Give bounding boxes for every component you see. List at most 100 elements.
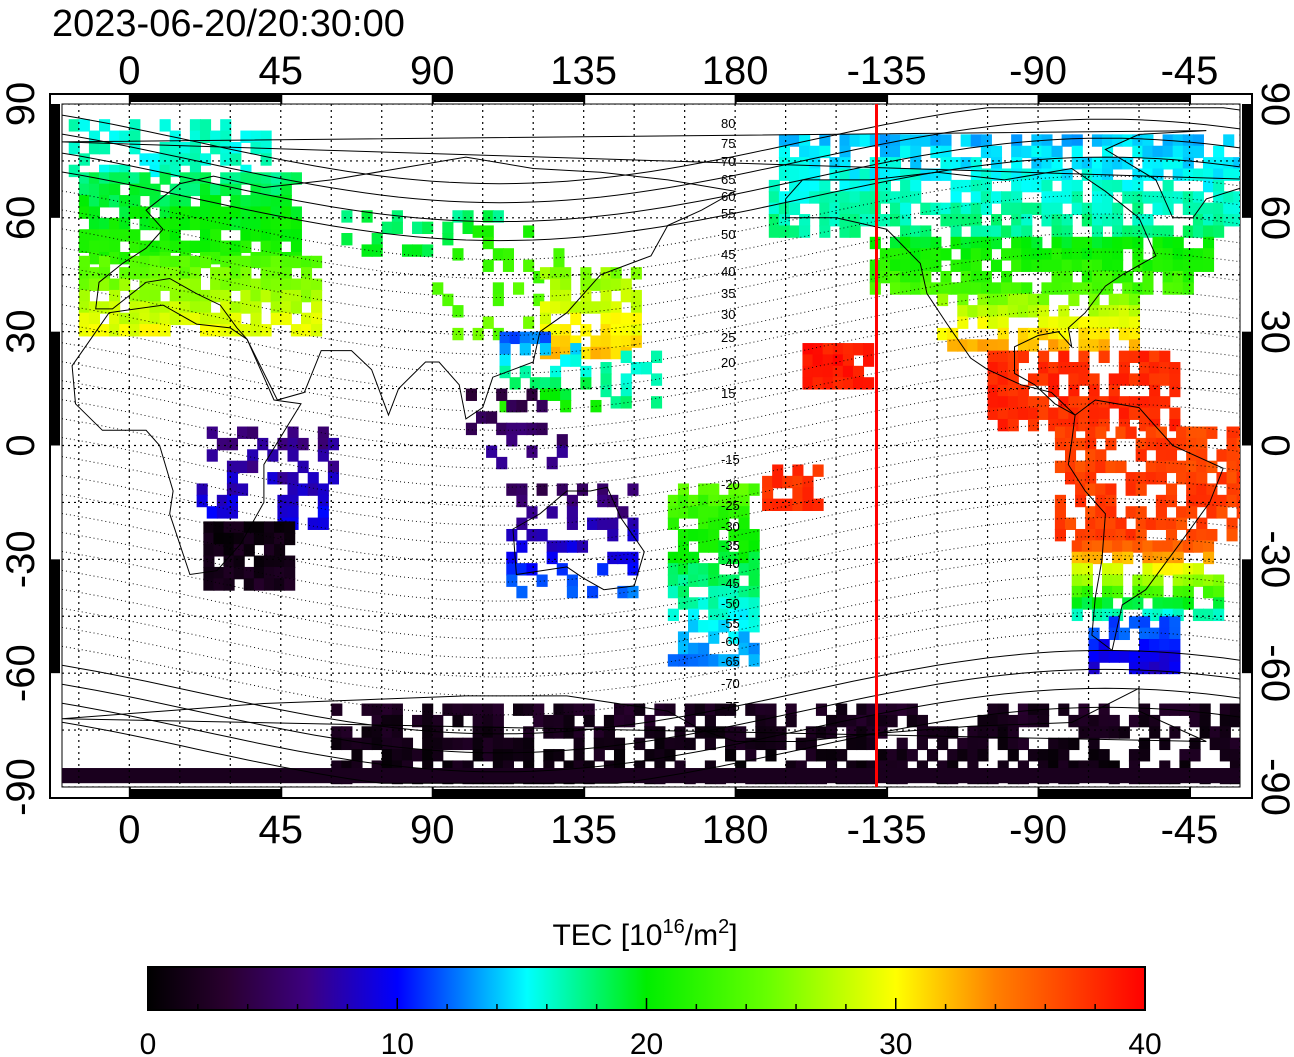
tec-cell [210,240,222,253]
tec-cell [1001,191,1013,204]
tec-cell [1165,517,1178,530]
tec-cell [620,324,632,337]
tec-cell [536,483,548,496]
tec-cell [900,145,912,159]
tec-cell [270,195,282,208]
tec-cell [688,528,700,542]
tec-cell [630,362,642,375]
tec-cell [1132,191,1144,204]
tec-cell [580,278,592,291]
tec-cell [550,346,562,360]
tec-cell [1105,494,1117,508]
tec-cell [553,749,565,762]
tec-cell [879,248,891,261]
tec-cell [980,202,992,216]
tec-cell [270,289,282,303]
tec-cell [1081,551,1093,565]
tec-cell [906,749,918,762]
tec-cell [698,597,710,610]
tec-cell [502,749,515,762]
tec-cell [1038,407,1050,420]
tec-cell [1159,639,1171,652]
tec-cell [240,206,252,219]
tec-cell [196,494,208,508]
tec-cell [900,214,912,227]
tec-cell [926,749,939,762]
tec-cell [1011,259,1023,272]
tec-cell [1068,760,1080,773]
tec-cell [88,301,101,314]
tec-cell [233,566,245,580]
tec-cell [189,130,201,143]
tec-cell [910,134,922,147]
tec-cell [1202,551,1215,565]
tec-cell [947,327,959,341]
tec-cell [1041,168,1053,181]
tec-cell [1172,563,1184,576]
right-lat-label: -90 [1253,758,1294,816]
tec-cell [1223,214,1235,227]
tec-cell [179,267,191,280]
tec-cell [1132,597,1144,610]
tec-cell [1027,327,1040,341]
tec-cell [1202,585,1215,599]
tec-cell [1021,236,1033,250]
tec-cell [1176,517,1188,530]
tec-cell [422,737,434,751]
tec-cell [280,301,292,314]
tec-cell [99,267,111,280]
tec-cell [849,202,861,216]
tec-cell [718,551,730,565]
tec-cell [900,202,912,216]
tec-cell [566,585,578,599]
tec-cell [220,119,232,132]
tec-cell [718,494,730,508]
tec-cell [233,555,245,568]
tec-cell [280,206,292,219]
tec-cell [270,312,282,326]
tec-cell [977,737,989,751]
tec-cell [529,331,541,345]
tec-cell [68,119,80,132]
tec-cell [1122,551,1134,565]
tec-cell [1038,760,1050,773]
tec-cell [88,217,101,231]
tec-cell [297,460,309,474]
tec-cell [216,494,228,508]
contour-line [62,536,1240,621]
tec-cell [68,164,80,178]
tec-cell [280,289,292,303]
tec-cell [600,373,612,386]
tec-cell [1226,528,1238,542]
tec-cell [274,566,286,580]
tec-cell [210,217,222,231]
tec-cell [859,179,871,193]
tec-cell [189,301,201,314]
tec-cell [1071,540,1083,553]
tec-cell [1112,248,1124,261]
tec-cell [341,233,353,246]
top-lon-label: -135 [847,49,927,93]
tec-cell [728,494,740,508]
tec-cell [674,760,686,773]
tec-cell [233,532,245,546]
tec-cell [1061,168,1073,181]
tec-cell [519,331,531,345]
contour-line [62,175,1240,261]
frame-segment [1242,559,1252,674]
tec-cell [1102,574,1114,587]
tec-cell [738,597,750,610]
tec-cell [1142,551,1154,565]
tec-cell [842,365,854,379]
tec-cell [1011,134,1023,147]
tec-cell [778,145,790,159]
tec-cell [560,278,572,291]
coastline-path [1067,399,1224,652]
tec-cell [189,172,201,185]
tec-cell [930,248,942,261]
tec-cell [210,312,222,326]
tec-cell [1206,426,1218,439]
tec-cell [667,506,679,519]
tec-cell [1192,563,1204,576]
tec-cell [556,434,568,447]
